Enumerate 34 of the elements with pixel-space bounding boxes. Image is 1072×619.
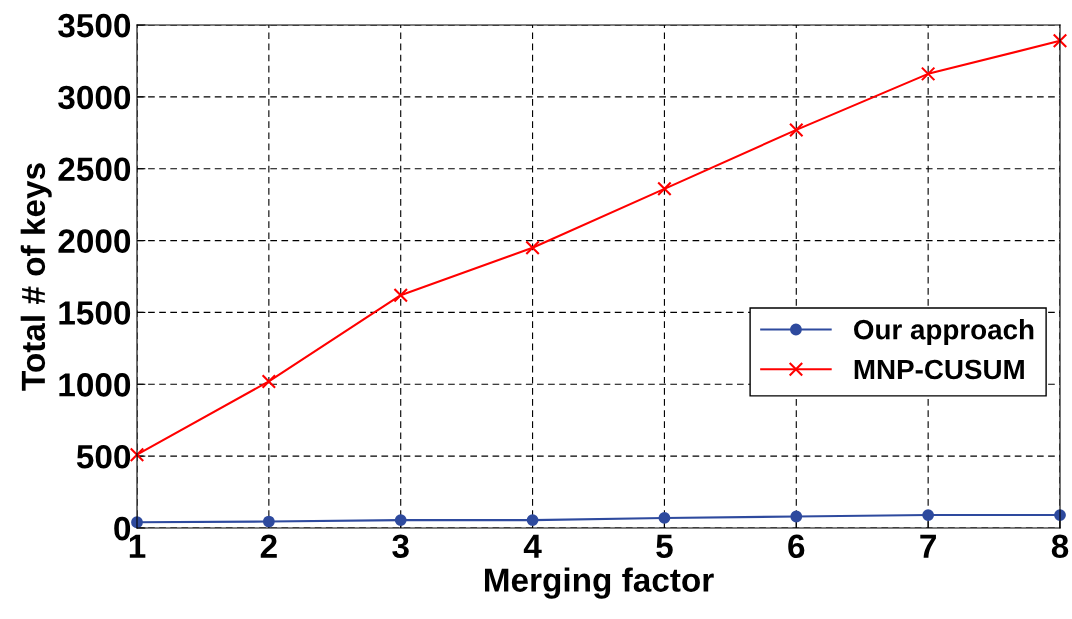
x-tick-label: 5: [656, 534, 673, 559]
y-tick-label: 3500: [58, 13, 131, 38]
x-tick-label: 1: [129, 534, 146, 558]
legend-label: Our approach: [854, 319, 1034, 346]
point: [922, 509, 935, 521]
legend-label: MNP-CUSUM: [854, 359, 1024, 380]
x-tick-label: 2: [260, 534, 277, 558]
y-tick-label: 0: [114, 516, 131, 541]
point: [525, 240, 540, 256]
point: [394, 514, 407, 526]
point: [1052, 33, 1068, 49]
y-tick-label: 2500: [58, 157, 131, 182]
point: [526, 514, 539, 526]
x-tick-label: 6: [788, 534, 805, 559]
y-tick-label: 1500: [59, 301, 131, 325]
y-axis-title: Total # of keys: [20, 163, 52, 391]
point: [790, 510, 803, 523]
point: [129, 447, 145, 462]
point: [262, 515, 275, 528]
x-tick-label: 7: [920, 534, 936, 558]
y-tick-label: 500: [76, 444, 131, 469]
y-tick-label: 2000: [58, 229, 131, 253]
y-tick-label: 1000: [59, 373, 131, 397]
point: [393, 287, 408, 303]
point: [920, 66, 936, 82]
point: [789, 122, 804, 138]
y-tick-label: 3000: [58, 85, 131, 110]
x-axis-title: Merging factor: [484, 567, 714, 599]
point: [657, 181, 672, 197]
x-tick-label: 3: [392, 534, 409, 559]
x-tick-label: 8: [1051, 534, 1069, 559]
point: [261, 374, 277, 389]
x-tick-label: 4: [523, 534, 542, 558]
point: [658, 512, 671, 524]
